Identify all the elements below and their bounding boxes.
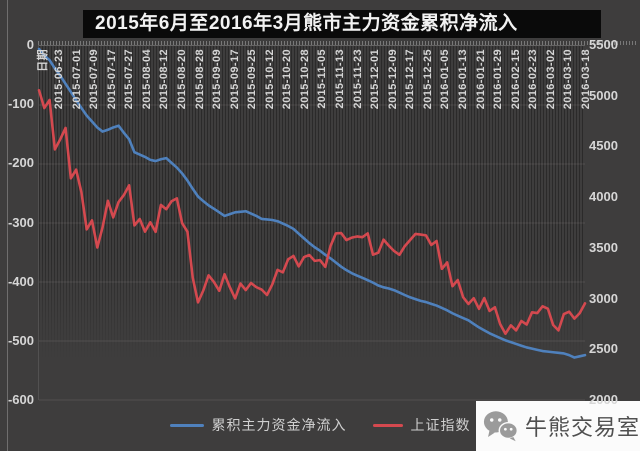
x-axis-tick-band xyxy=(38,41,638,45)
right-axis-label: 3000 xyxy=(589,290,618,306)
blue-line-swatch xyxy=(169,423,204,427)
watermark-text: 牛熊交易室 xyxy=(524,415,640,440)
legend: 累积主力资金净流入 上证指数 xyxy=(0,414,640,436)
red-line-swatch xyxy=(372,423,403,427)
right-axis-label: 5000 xyxy=(589,87,618,103)
plot-svg xyxy=(37,47,587,401)
right-axis-label: 3500 xyxy=(589,239,618,255)
right-axis-label: 4500 xyxy=(589,138,618,154)
watermark: 牛熊交易室 xyxy=(476,401,640,451)
left-frame-line xyxy=(7,0,8,451)
series-line-cumulative-inflow xyxy=(37,47,587,359)
legend-item-sse-index: 上证指数 xyxy=(372,415,471,435)
right-axis-label: 4000 xyxy=(589,189,618,205)
plot-area xyxy=(37,45,587,401)
legend-item-cumulative-inflow: 累积主力资金净流入 xyxy=(169,415,347,435)
wechat-icon xyxy=(483,411,518,442)
legend-label: 上证指数 xyxy=(410,417,471,433)
daily-gridline-stripes xyxy=(39,46,585,400)
right-axis-label: 2500 xyxy=(589,341,618,357)
series-line-sse-index xyxy=(37,88,587,336)
chart-title: 2015年6月至2016年3月熊市主力资金累积净流入 xyxy=(83,10,601,38)
legend-label: 累积主力资金净流入 xyxy=(211,417,347,433)
